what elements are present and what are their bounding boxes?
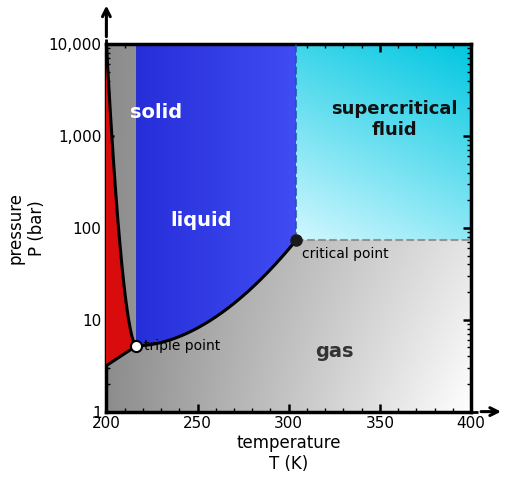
Text: gas: gas	[315, 342, 354, 361]
Text: critical point: critical point	[302, 247, 388, 261]
Text: supercritical
fluid: supercritical fluid	[331, 100, 458, 139]
Text: solid: solid	[130, 103, 182, 122]
Y-axis label: pressure
P (bar): pressure P (bar)	[7, 192, 46, 264]
Text: triple point: triple point	[144, 339, 220, 353]
X-axis label: temperature
T (K): temperature T (K)	[237, 434, 341, 473]
Text: liquid: liquid	[171, 211, 232, 230]
